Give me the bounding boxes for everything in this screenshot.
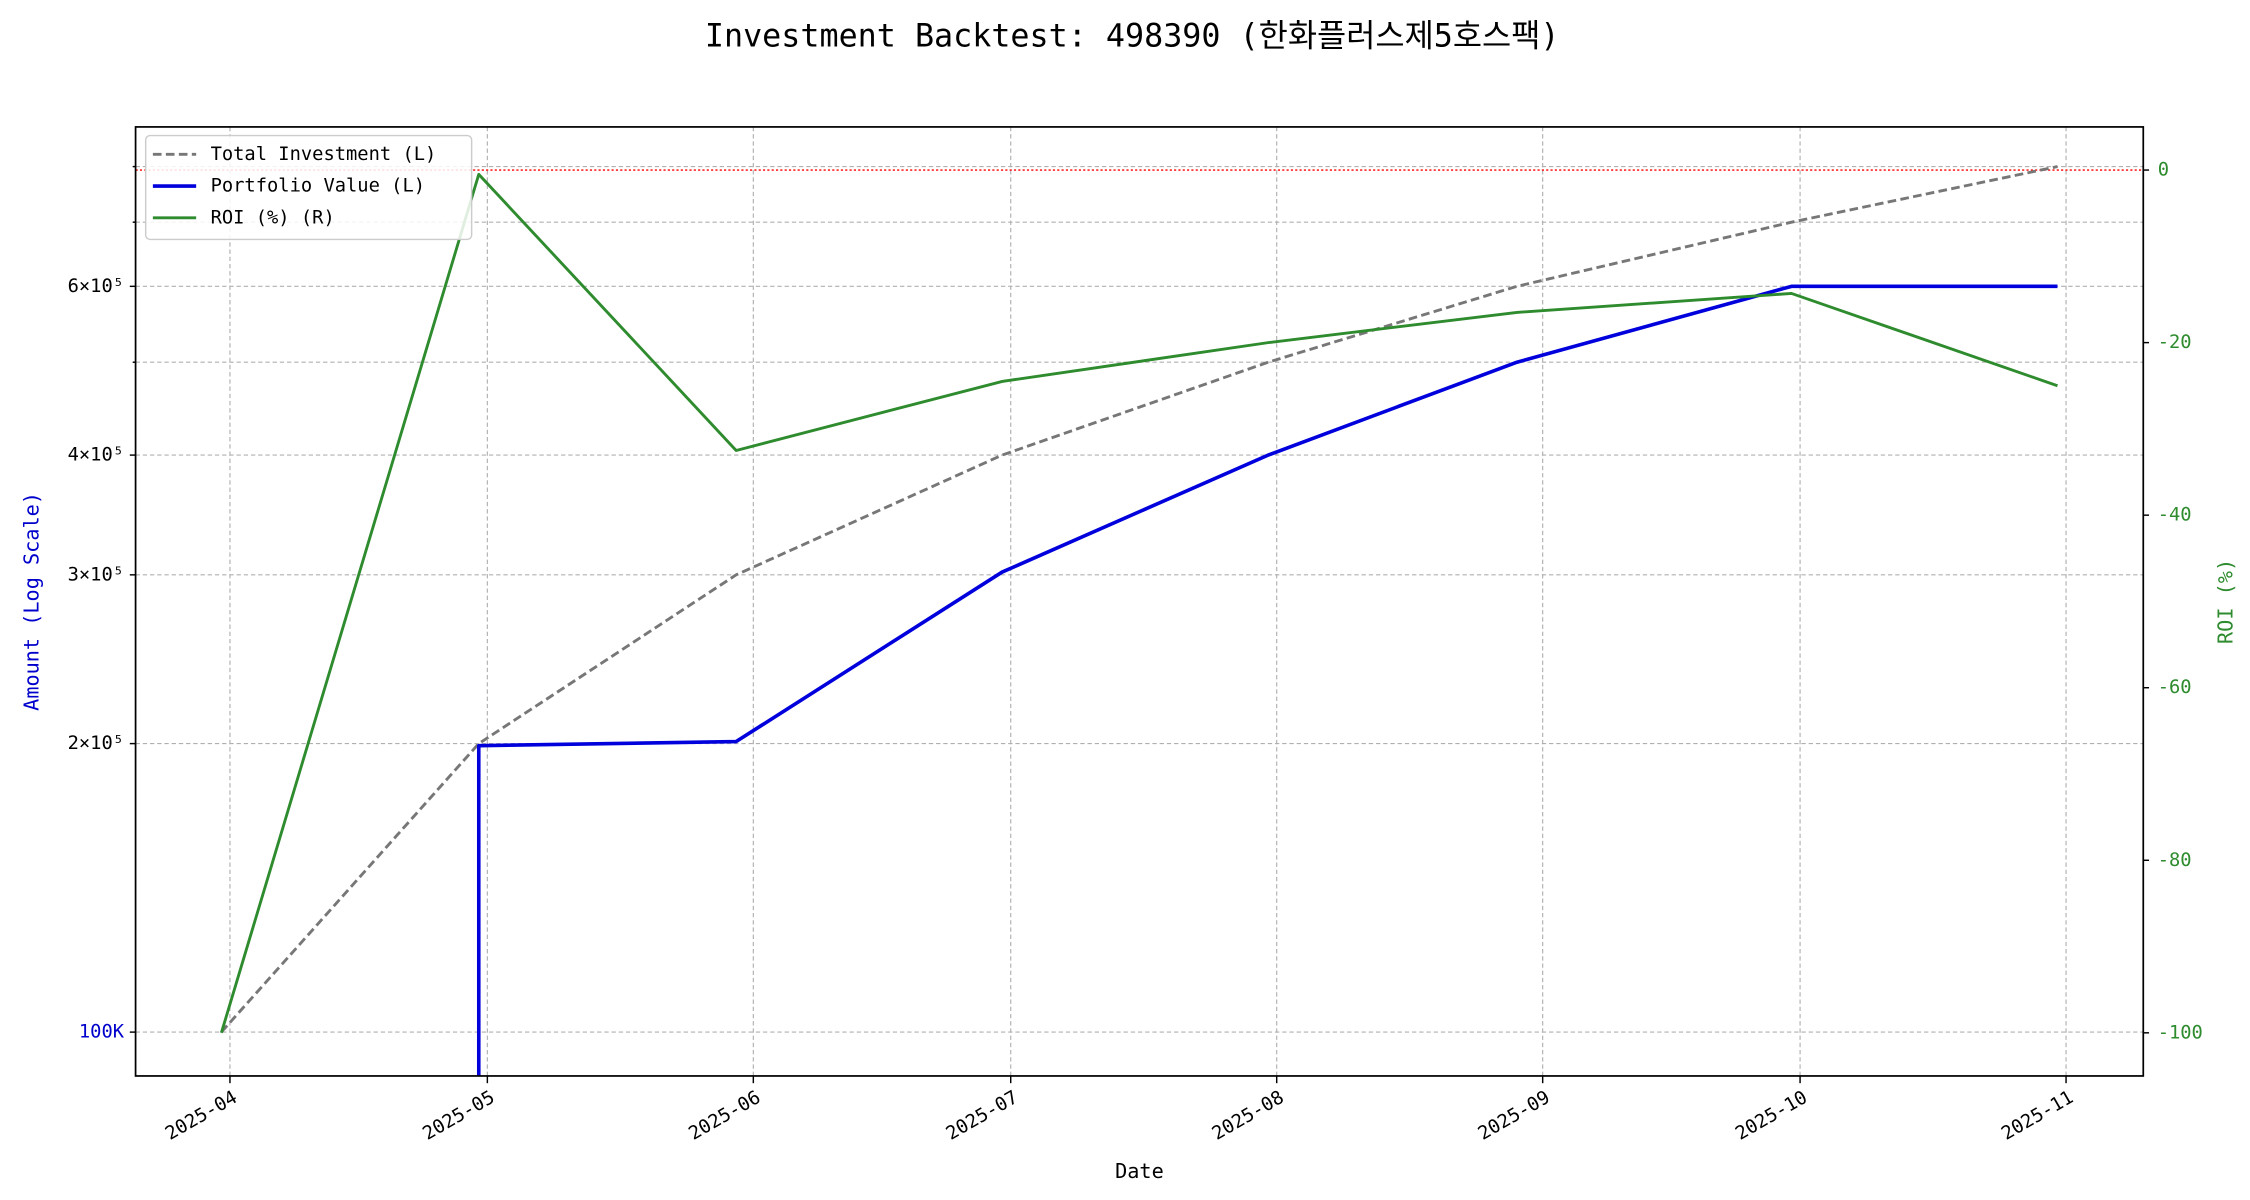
plot-area: [135, 165, 2144, 1076]
series-line: [476, 284, 2058, 1076]
x-tick-label: 2025-08: [1209, 1087, 1288, 1145]
series-line: [220, 165, 2058, 1034]
y-axis-label: Amount (Log Scale): [20, 492, 44, 711]
y2-tick-label: -60: [2158, 677, 2192, 698]
x-tick-label: 2025-11: [1998, 1087, 2077, 1145]
y2-tick-label: -40: [2158, 505, 2192, 526]
x-tick-label: 2025-09: [1475, 1087, 1554, 1145]
y-tick-label: 4×10⁵: [68, 445, 124, 466]
legend-label: Total Investment (L): [211, 144, 437, 165]
legend-box: [144, 134, 473, 241]
y2-tick-label: -100: [2158, 1022, 2203, 1043]
y2-tick-label: 0: [2158, 160, 2169, 181]
y-tick-label: 2×10⁵: [68, 733, 124, 754]
x-tick-label: 2025-04: [162, 1087, 241, 1145]
grid: [135, 126, 2144, 1076]
series-line: [219, 172, 2058, 1034]
y-tick-label: 100K: [79, 1022, 125, 1043]
y2-tick-label: -20: [2158, 332, 2192, 353]
x-tick-label: 2025-05: [419, 1087, 498, 1145]
y2-tick-label: -80: [2158, 850, 2192, 871]
x-axis-label: Date: [1115, 1159, 1164, 1183]
x-tick-label: 2025-07: [943, 1087, 1022, 1145]
y-tick-label: 3×10⁵: [68, 564, 124, 585]
legend: Total Investment (L) Portfolio Value (L) R…: [144, 134, 473, 241]
chart-title: Investment Backtest: 498390 (한화플러스제5호스팩): [705, 19, 1560, 55]
x-tick-label: 2025-10: [1732, 1087, 1811, 1145]
legend-label: ROI (%) (R): [211, 207, 335, 228]
x-tick-label: 2025-06: [685, 1087, 764, 1145]
y-tick-label: 6×10⁵: [68, 276, 124, 297]
legend-label: Portfolio Value (L): [211, 176, 425, 197]
y2-axis-label: ROI (%): [2213, 559, 2237, 644]
plot-frame: [134, 126, 2145, 1077]
